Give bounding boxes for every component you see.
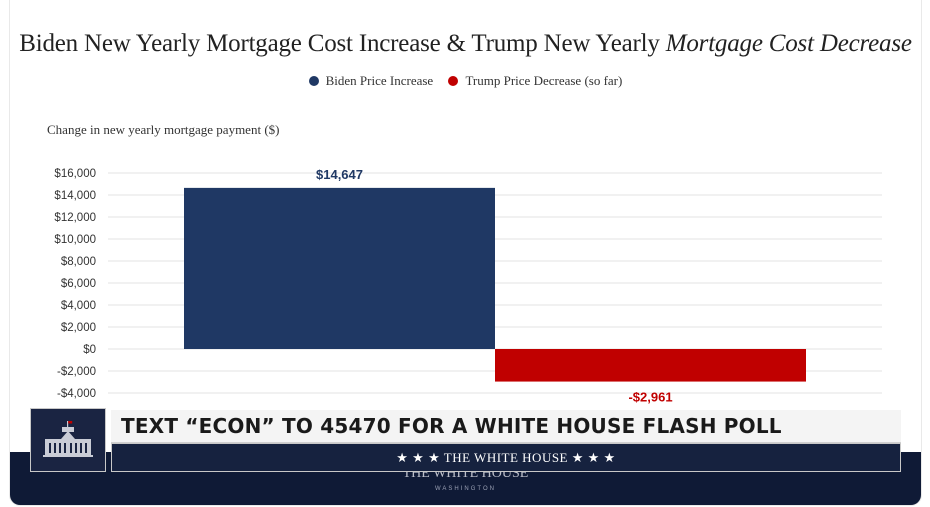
bar-chart: $16,000 $14,000 $12,000 $10,000 $8,000 $6,000… <box>54 167 882 405</box>
bar-trump <box>495 349 806 382</box>
watermark-subtitle: WASHINGTON <box>434 486 496 492</box>
y-tick-label: $14,000 <box>54 190 96 202</box>
legend-label-trump: Trump Price Decrease (so far) <box>465 73 623 88</box>
flash-poll-text: TEXT “ECON” TO 45470 FOR A WHITE HOUSE F… <box>121 414 782 438</box>
chart-title: Biden New Yearly Mortgage Cost Increase … <box>10 30 921 58</box>
y-tick-label: $8,000 <box>61 256 96 268</box>
y-tick-label: $16,000 <box>54 168 96 180</box>
subbanner-text: ★ ★ ★ THE WHITE HOUSE ★ ★ ★ <box>396 450 616 465</box>
y-tick-label: $6,000 <box>61 278 96 290</box>
data-label-trump: -$2,961 <box>628 390 672 405</box>
white-house-logo <box>30 408 106 472</box>
white-house-subbanner: ★ ★ ★ THE WHITE HOUSE ★ ★ ★ <box>111 443 901 472</box>
chart-title-italic: Mortgage Cost Decrease <box>665 30 912 57</box>
y-axis-label: Change in new yearly mortgage payment ($… <box>47 122 280 137</box>
data-label-biden: $14,647 <box>316 167 363 182</box>
white-house-icon <box>43 421 93 457</box>
y-tick-label: -$4,000 <box>57 388 96 400</box>
chart-title-main: Biden New Yearly Mortgage Cost Increase … <box>19 30 660 57</box>
legend-item-biden: Biden Price Increase <box>308 73 434 89</box>
legend-label-biden: Biden Price Increase <box>325 73 434 88</box>
video-frame: Biden New Yearly Mortgage Cost Increase … <box>10 0 921 505</box>
y-tick-label: $0 <box>83 344 96 356</box>
legend-item-trump: Trump Price Decrease (so far) <box>448 73 622 89</box>
bar-biden <box>184 187 495 349</box>
y-tick-label: $4,000 <box>61 300 96 312</box>
y-tick-label: $12,000 <box>54 212 96 224</box>
flash-poll-banner: TEXT “ECON” TO 45470 FOR A WHITE HOUSE F… <box>111 410 901 443</box>
y-tick-label: $2,000 <box>61 322 96 334</box>
legend-swatch-biden <box>308 76 319 86</box>
legend-swatch-trump <box>448 76 459 86</box>
chart-legend: Biden Price Increase Trump Price Decreas… <box>10 73 921 90</box>
y-tick-label: -$2,000 <box>57 366 96 378</box>
y-tick-label: $10,000 <box>54 234 96 246</box>
